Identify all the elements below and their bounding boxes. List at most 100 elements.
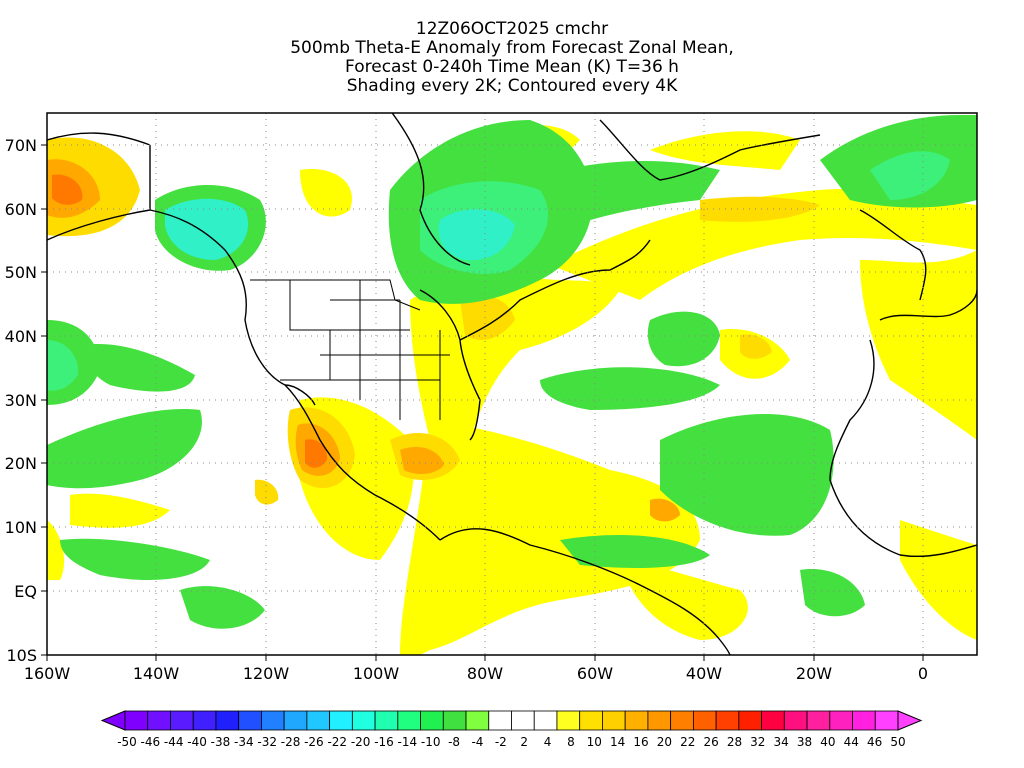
lon-label-100w: 100W xyxy=(353,664,400,683)
colorbar-swatch xyxy=(147,710,171,731)
colorbar-swatch xyxy=(829,710,853,731)
lat-label-70n: 70N xyxy=(5,136,37,155)
colorbar-swatch xyxy=(602,710,626,731)
colorbar-swatch xyxy=(852,710,876,731)
colorbar-label: 50 xyxy=(890,735,905,749)
colorbar-swatch xyxy=(624,710,649,731)
colorbar-label: -32 xyxy=(257,735,277,749)
title-line-4: Shading every 2K; Contoured every 4K xyxy=(346,76,678,96)
colorbar-label: -44 xyxy=(164,735,184,749)
colorbar-label: -4 xyxy=(471,735,483,749)
colorbar-swatch xyxy=(283,710,308,731)
colorbar-swatch xyxy=(670,710,694,731)
colorbar-label: 22 xyxy=(680,735,695,749)
colorbar-swatch xyxy=(374,710,399,731)
colorbar-label: -50 xyxy=(117,735,137,749)
colorbar-swatch xyxy=(533,710,558,731)
colorbar-label: 40 xyxy=(820,735,835,749)
colorbar-swatch xyxy=(192,710,217,731)
colorbar-label: 34 xyxy=(774,735,789,749)
colorbar-label: 46 xyxy=(867,735,882,749)
lon-label-20w: 20W xyxy=(796,664,832,683)
colorbar-swatch xyxy=(329,710,353,731)
colorbar-label: -40 xyxy=(187,735,207,749)
colorbar-swatch xyxy=(261,710,285,731)
colorbar-swatch xyxy=(692,710,717,731)
lat-label-60n: 60N xyxy=(5,200,37,219)
colorbar-swatch xyxy=(442,710,467,731)
colorbar-label: -46 xyxy=(141,735,161,749)
lat-label-10s: 10S xyxy=(6,646,37,665)
colorbar-swatch xyxy=(647,710,672,731)
coastlines xyxy=(47,113,977,655)
title-block: 12Z06OCT2025 cmchr 500mb Theta-E Anomaly… xyxy=(0,0,1024,96)
colorbar-swatch xyxy=(761,710,785,731)
colorbar-label: -16 xyxy=(374,735,394,749)
colorbar-swatch xyxy=(465,710,490,731)
colorbar-swatch xyxy=(715,710,740,731)
lat-label-10n: 10N xyxy=(5,518,37,537)
lat-label-50n: 50N xyxy=(5,263,37,282)
colorbar-swatch xyxy=(806,710,831,731)
colorbar-label: -8 xyxy=(448,735,460,749)
colorbar-label: -28 xyxy=(281,735,301,749)
colorbar-label: 32 xyxy=(750,735,765,749)
colorbar-swatch xyxy=(306,710,331,731)
colorbar-swatch xyxy=(488,710,512,731)
colorbar-swatch xyxy=(351,710,376,731)
lat-label-30n: 30N xyxy=(5,391,37,410)
lon-label-160w: 160W xyxy=(24,664,71,683)
colorbar-label: 16 xyxy=(633,735,648,749)
colorbar-swatch xyxy=(238,710,262,731)
lat-axis: 70N 60N 50N 40N 30N 20N 10N EQ 10S xyxy=(5,136,47,665)
lat-label-eq: EQ xyxy=(14,582,37,601)
colorbar-label: 8 xyxy=(567,735,575,749)
colorbar-arrow-left xyxy=(100,710,126,731)
colorbar-label: 44 xyxy=(844,735,859,749)
lon-label-60w: 60W xyxy=(577,664,613,683)
lon-axis: 160W 140W 120W 100W 80W 60W 40W 20W 0 xyxy=(24,655,928,683)
colorbar-arrow-right xyxy=(897,710,923,731)
colorbar-label: 28 xyxy=(727,735,742,749)
lat-label-20n: 20N xyxy=(5,454,37,473)
colorbar-label: -10 xyxy=(421,735,441,749)
colorbar-swatch xyxy=(397,710,421,731)
title-line-1: 12Z06OCT2025 cmchr xyxy=(415,19,609,39)
colorbar-swatch xyxy=(215,710,240,731)
colorbar-label: 26 xyxy=(703,735,718,749)
colorbar-swatch xyxy=(556,710,581,731)
colorbar-label: -38 xyxy=(211,735,231,749)
lat-label-40n: 40N xyxy=(5,327,37,346)
colorbar: -50 -46 -44 -40 -38 -34 -32 -28 -26 -22 -20 -16 -14-… xyxy=(100,710,923,749)
lon-label-80w: 80W xyxy=(467,664,503,683)
colorbar-label: -14 xyxy=(398,735,418,749)
colorbar-swatch xyxy=(579,710,603,731)
colorbar-label: -26 xyxy=(304,735,324,749)
title-line-2: 500mb Theta-E Anomaly from Forecast Zona… xyxy=(290,38,734,58)
lon-label-0: 0 xyxy=(918,664,928,683)
title-line-3: Forecast 0-240h Time Mean (K) T=36 h xyxy=(345,57,679,77)
colorbar-label: -20 xyxy=(351,735,371,749)
colorbar-swatch xyxy=(420,710,444,731)
colorbar-label: -2 xyxy=(495,735,507,749)
colorbar-label: -22 xyxy=(327,735,347,749)
lon-label-40w: 40W xyxy=(686,664,722,683)
map-frame xyxy=(46,112,978,656)
colorbar-swatch xyxy=(738,710,762,731)
colorbar-label: 38 xyxy=(797,735,812,749)
colorbar-label: -34 xyxy=(234,735,254,749)
colorbar-swatch xyxy=(511,710,535,731)
colorbar-label: 4 xyxy=(544,735,552,749)
colorbar-swatch xyxy=(783,710,808,731)
graticule xyxy=(47,113,977,655)
colorbar-label: 2 xyxy=(520,735,528,749)
colorbar-swatch xyxy=(124,710,149,731)
colorbar-label: 14 xyxy=(610,735,625,749)
colorbar-swatch xyxy=(874,710,899,731)
colorbar-label: 10 xyxy=(587,735,602,749)
lon-label-120w: 120W xyxy=(243,664,290,683)
colorbar-swatch xyxy=(170,710,194,731)
colorbar-label: 20 xyxy=(657,735,672,749)
political-boundaries xyxy=(250,279,450,420)
